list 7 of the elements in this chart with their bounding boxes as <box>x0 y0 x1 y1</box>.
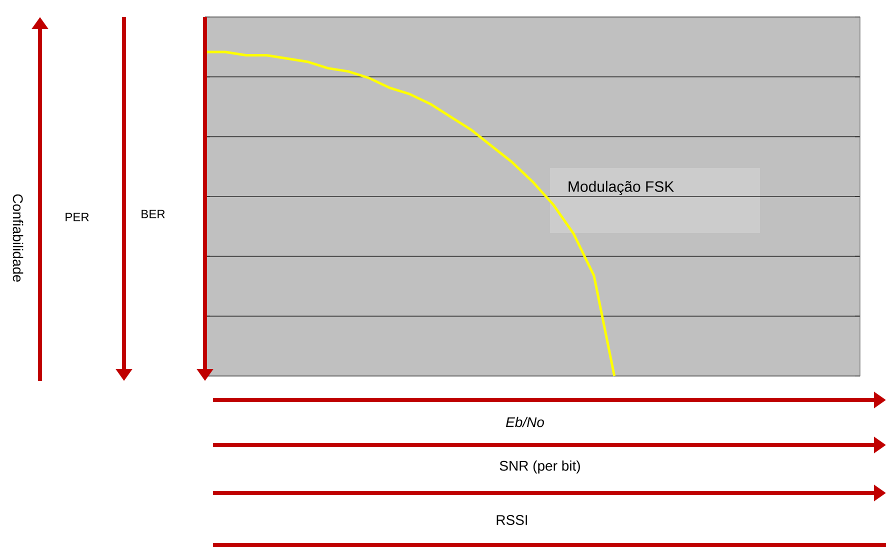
text: Confiabilidade <box>12 194 24 282</box>
text: RSSI <box>496 515 528 525</box>
series-label: Modulação FSK <box>568 180 674 195</box>
x-axis-title: Eb/No <box>506 416 544 428</box>
text: PER <box>66 212 89 222</box>
text: SNR (per bit) <box>500 460 580 474</box>
text: BER <box>142 210 165 218</box>
